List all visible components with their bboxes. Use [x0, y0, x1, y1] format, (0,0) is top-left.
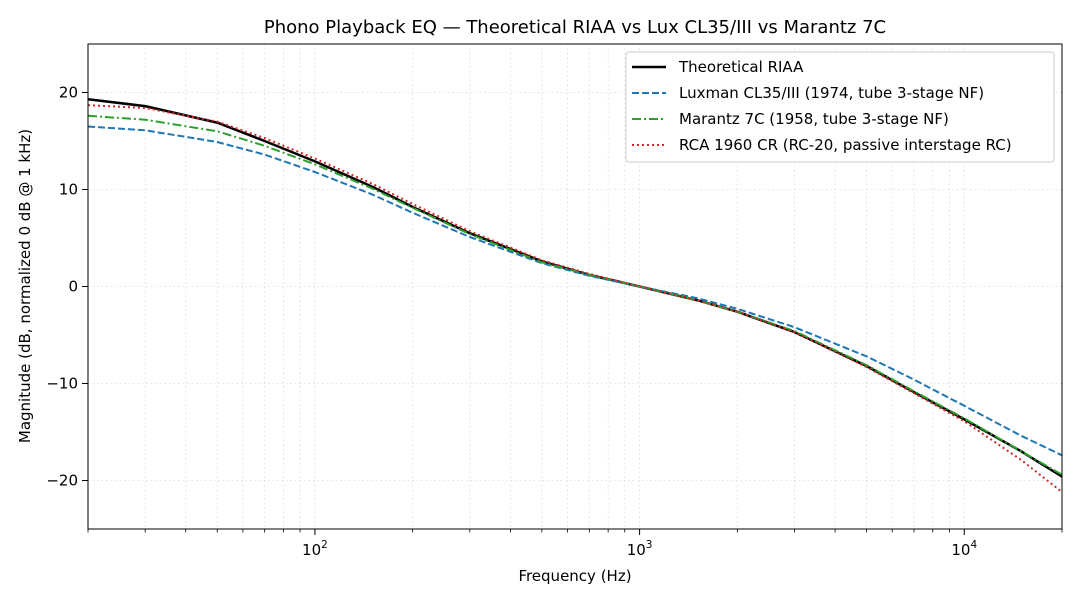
- y-tick-label: −10: [46, 375, 78, 393]
- x-tick-label: 103: [627, 539, 653, 559]
- legend-label-1: Luxman CL35/III (1974, tube 3-stage NF): [679, 84, 984, 102]
- legend-label-3: RCA 1960 CR (RC-20, passive interstage R…: [679, 136, 1012, 154]
- series-line-2: [87, 114, 1063, 476]
- plot-lines: [87, 98, 1063, 493]
- y-axis: −20 −10 0 10 20: [46, 84, 88, 490]
- x-axis-label: Frequency (Hz): [518, 567, 631, 585]
- legend-box: [625, 51, 1055, 163]
- y-tick-label: 10: [59, 181, 78, 199]
- x-tick-label: 104: [951, 539, 977, 559]
- x-tick-label: 102: [302, 539, 328, 559]
- x-axis: 102 103 104: [87, 529, 1063, 559]
- legend-label-2: Marantz 7C (1958, tube 3-stage NF): [679, 110, 949, 128]
- chart-title: Phono Playback EQ — Theoretical RIAA vs …: [264, 17, 886, 38]
- y-tick-label: −20: [46, 472, 78, 490]
- legend: Theoretical RIAA Luxman CL35/III (1974, t…: [625, 51, 1055, 163]
- grid: [87, 44, 1063, 529]
- series-line-1: [87, 125, 1063, 457]
- series-line-3: [87, 104, 1063, 493]
- y-tick-label: 0: [68, 278, 78, 296]
- y-axis-label: Magnitude (dB, normalized 0 dB @ 1 kHz): [16, 129, 34, 443]
- legend-label-0: Theoretical RIAA: [678, 58, 804, 76]
- y-tick-label: 20: [59, 84, 78, 102]
